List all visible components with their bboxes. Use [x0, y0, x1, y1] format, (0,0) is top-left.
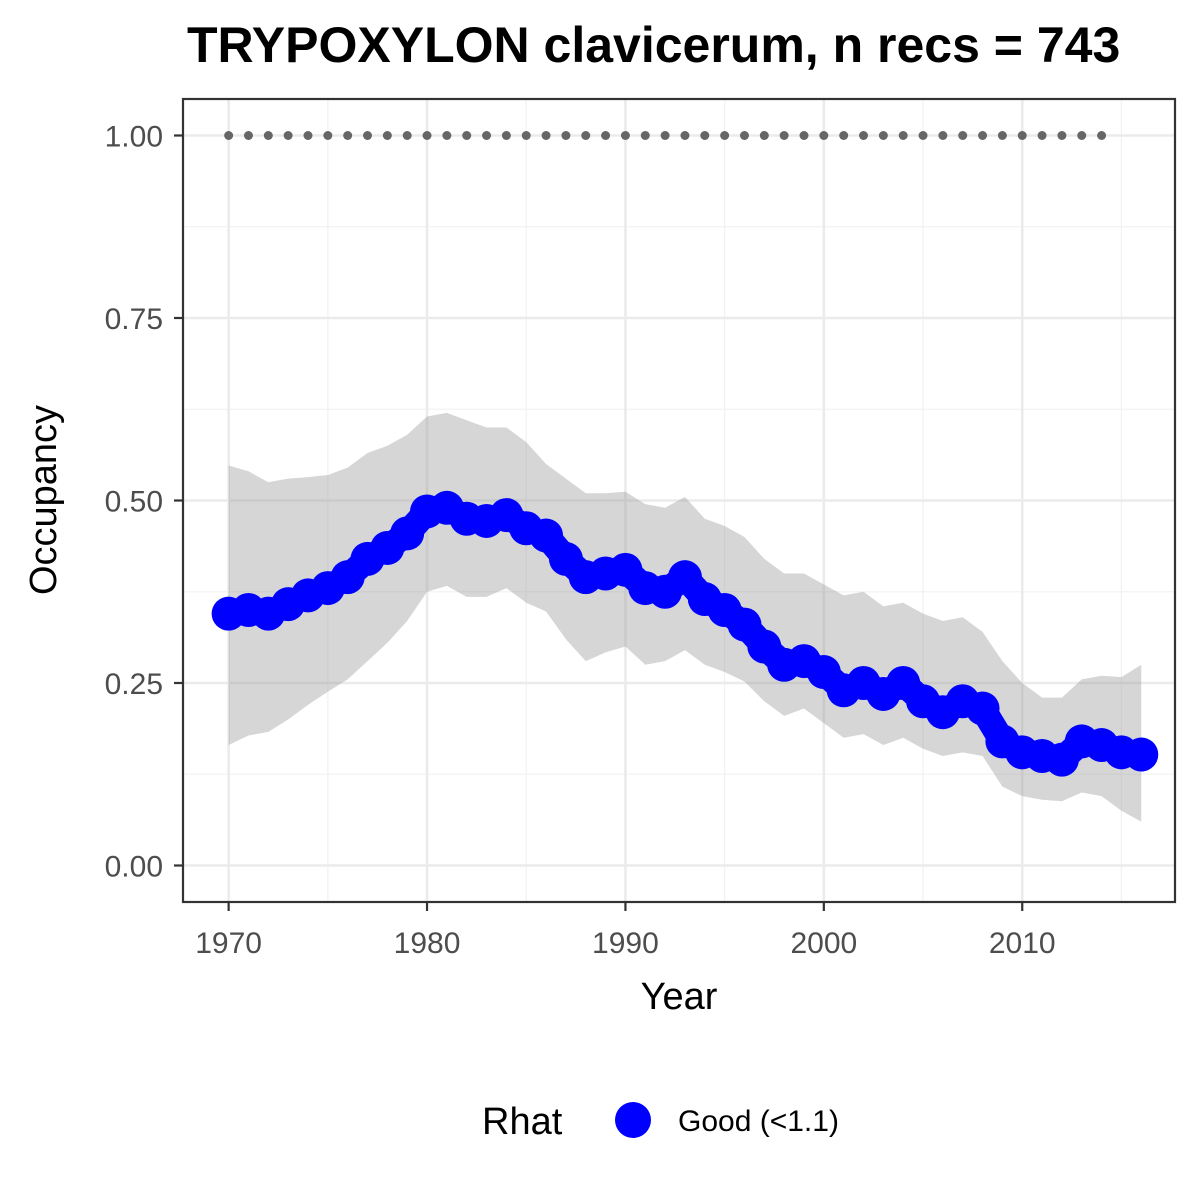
rhat-dot	[303, 131, 313, 140]
rhat-dot	[601, 131, 611, 140]
y-tick-label: 0.50	[105, 486, 163, 519]
chart-title: TRYPOXYLON clavicerum, n recs = 743	[187, 17, 1120, 73]
rhat-dot	[660, 131, 670, 140]
y-tick-label: 0.25	[105, 668, 163, 701]
x-tick-label: 2010	[989, 927, 1056, 960]
plot-panel	[181, 97, 1177, 904]
y-tick-label: 0.00	[105, 851, 163, 884]
rhat-dot	[482, 131, 492, 140]
rhat-dot	[1037, 131, 1047, 140]
rhat-dot	[739, 131, 749, 140]
rhat-dot	[363, 131, 373, 140]
occupancy-point	[390, 516, 425, 551]
rhat-dot	[224, 131, 234, 140]
occupancy-points-layer	[211, 490, 1159, 777]
rhat-dot	[839, 131, 849, 140]
rhat-dot	[898, 131, 908, 140]
legend: Rhat Good (<1.1)	[482, 1101, 839, 1143]
legend-label-good: Good (<1.1)	[678, 1105, 839, 1138]
rhat-dot	[918, 131, 928, 140]
legend-key-good	[615, 1102, 651, 1138]
rhat-dot	[561, 131, 571, 140]
rhat-dot	[620, 131, 630, 140]
rhat-dot	[819, 131, 829, 140]
rhat-dot	[343, 131, 353, 140]
occupancy-point	[667, 560, 702, 595]
x-tick-label: 2000	[790, 927, 857, 960]
y-axis-title: Occupancy	[23, 405, 65, 595]
occupancy-point	[1124, 737, 1159, 772]
rhat-dot	[720, 131, 730, 140]
rhat-dot	[1017, 131, 1027, 140]
occupancy-point	[965, 691, 1000, 726]
occupancy-point	[529, 518, 564, 553]
rhat-dot	[680, 131, 690, 140]
rhat-dot	[501, 131, 511, 140]
rhat-dot	[263, 131, 273, 140]
rhat-dot	[938, 131, 948, 140]
y-tick-label: 1.00	[105, 121, 163, 154]
rhat-dot	[1057, 131, 1067, 140]
legend-title: Rhat	[482, 1101, 563, 1143]
rhat-dot	[462, 131, 472, 140]
rhat-dot	[283, 131, 293, 140]
x-axis-title: Year	[641, 976, 718, 1018]
rhat-dot	[243, 131, 253, 140]
rhat-dot	[382, 131, 392, 140]
rhat-dot	[700, 131, 710, 140]
y-tick-label: 0.75	[105, 303, 163, 336]
rhat-dot	[1097, 131, 1107, 140]
rhat-dot	[323, 131, 333, 140]
rhat-dots-layer	[224, 131, 1107, 140]
x-tick-label: 1980	[394, 927, 461, 960]
rhat-dot	[541, 131, 551, 140]
rhat-dot	[799, 131, 809, 140]
rhat-dot	[521, 131, 531, 140]
rhat-dot	[978, 131, 988, 140]
rhat-dot	[779, 131, 789, 140]
rhat-dot	[1077, 131, 1087, 140]
x-tick-label: 1970	[195, 927, 262, 960]
x-tick-label: 1990	[592, 927, 659, 960]
x-axis: 1970 1980 1990 2000 2010	[195, 902, 1056, 960]
y-axis: 0.00 0.25 0.50 0.75 1.00	[105, 121, 183, 884]
rhat-dot	[859, 131, 869, 140]
rhat-dot	[442, 131, 452, 140]
rhat-dot	[402, 131, 412, 140]
rhat-dot	[759, 131, 769, 140]
rhat-dot	[640, 131, 650, 140]
rhat-dot	[422, 131, 432, 140]
rhat-dot	[878, 131, 888, 140]
rhat-dot	[581, 131, 591, 140]
rhat-dot	[958, 131, 968, 140]
rhat-dot	[997, 131, 1007, 140]
occupancy-point	[727, 607, 762, 642]
